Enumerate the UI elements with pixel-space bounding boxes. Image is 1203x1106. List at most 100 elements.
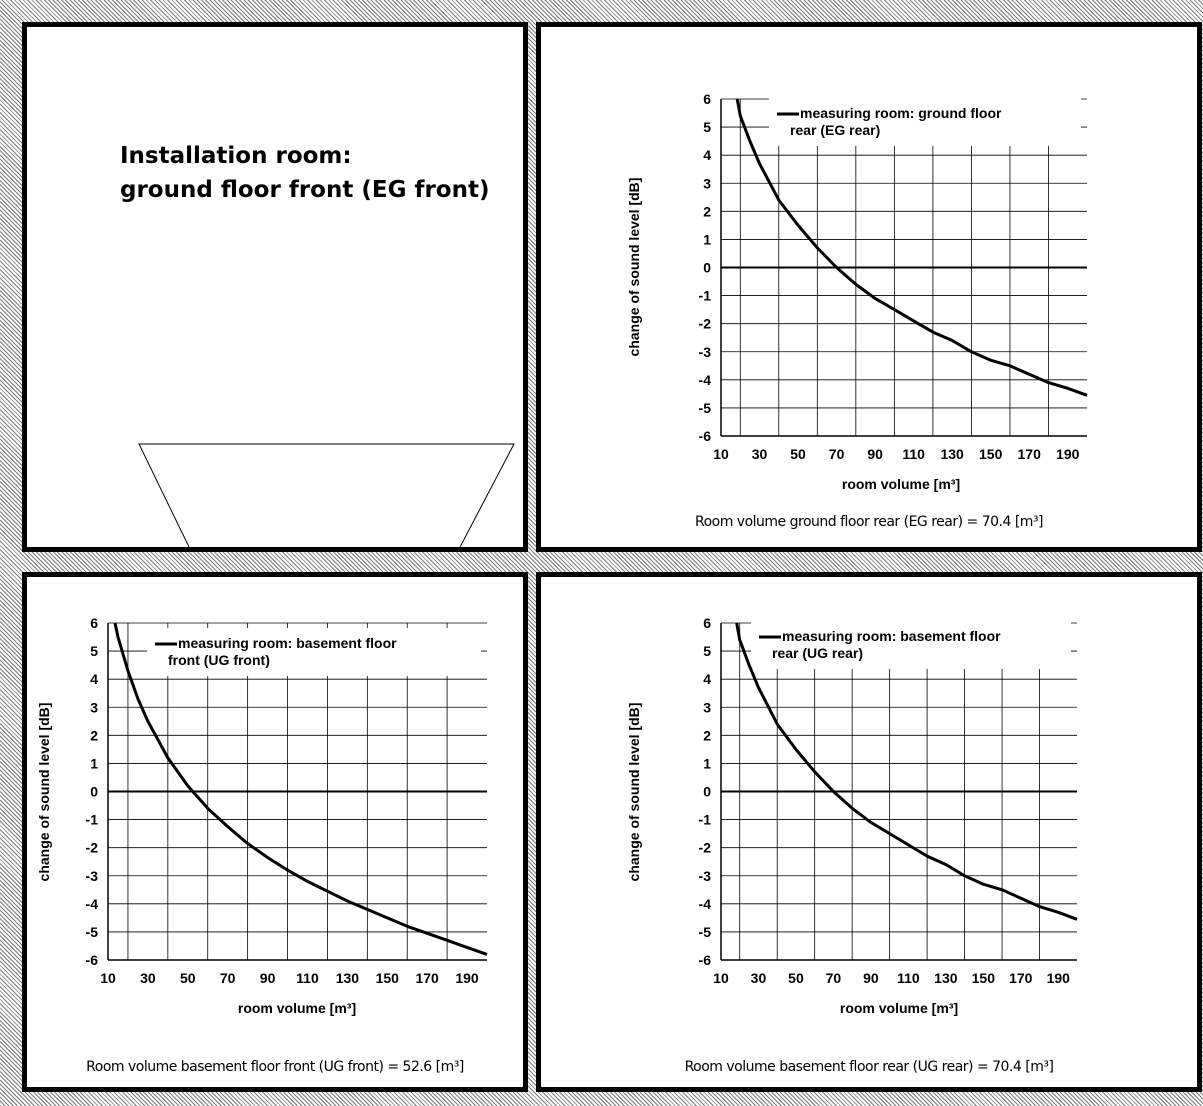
y-tick-label: -4	[699, 896, 712, 912]
y-tick-label: -6	[699, 428, 712, 444]
legend-label-line-2: rear (EG rear)	[790, 122, 880, 138]
legend-label-line-2: front (UG front)	[168, 652, 270, 668]
y-tick-label: -4	[699, 372, 712, 388]
x-tick-label: 90	[260, 970, 276, 986]
x-tick-label: 170	[1018, 446, 1042, 462]
x-tick-label: 110	[296, 970, 319, 986]
legend-box	[147, 628, 481, 676]
y-tick-label: 4	[703, 147, 711, 163]
chart-caption-ug-front: Room volume basement floor front (UG fro…	[86, 1059, 464, 1075]
x-tick-label: 110	[902, 446, 925, 462]
y-tick-label: -2	[699, 840, 712, 856]
y-tick-label: 6	[703, 91, 711, 107]
x-tick-label: 130	[940, 446, 964, 462]
y-axis-label: change of sound level [dB]	[36, 703, 52, 882]
chart-panel-ug-front: measuring room: basement floor front (UG …	[22, 572, 528, 1092]
x-tick-label: 50	[790, 446, 806, 462]
y-tick-label: -3	[86, 868, 99, 884]
x-tick-label: 170	[1009, 970, 1033, 986]
legend-label-line-1: measuring room: ground floor	[800, 105, 1002, 121]
x-tick-label: 30	[751, 970, 767, 986]
series-line	[113, 622, 488, 956]
installation-room-title: Installation room: ground floor front (E…	[120, 139, 490, 207]
x-tick-label: 50	[788, 970, 804, 986]
y-tick-label: 1	[703, 231, 711, 247]
y-tick-label: 4	[703, 671, 711, 687]
series-line	[735, 98, 1088, 397]
y-tick-label: 3	[90, 699, 98, 715]
legend-box	[751, 621, 1071, 669]
series-line	[735, 622, 1078, 921]
y-tick-label: 6	[703, 615, 711, 631]
y-tick-label: -2	[699, 316, 712, 332]
y-tick-label: -5	[699, 924, 712, 940]
y-tick-label: 2	[703, 727, 711, 743]
chart-panel-eg-rear: measuring room: ground floor rear (EG rea…	[536, 22, 1202, 552]
x-tick-label: 90	[867, 446, 883, 462]
installation-room-panel: Installation room: ground floor front (E…	[22, 22, 528, 552]
y-axis-label: change of sound level [dB]	[626, 178, 642, 357]
x-tick-label: 130	[934, 970, 958, 986]
y-tick-label: 5	[703, 119, 711, 135]
y-tick-label: 2	[703, 203, 711, 219]
installation-room-title-line1: Installation room:	[120, 143, 352, 169]
x-tick-label: 70	[220, 970, 236, 986]
y-tick-label: 2	[90, 727, 98, 743]
y-tick-label: -1	[699, 288, 712, 304]
x-tick-label: 190	[455, 970, 479, 986]
y-tick-label: 0	[90, 784, 98, 800]
chart-caption-ug-rear: Room volume basement floor rear (UG rear…	[684, 1059, 1054, 1075]
y-tick-label: 1	[703, 755, 711, 771]
legend-label-line-1: measuring room: basement floor	[178, 635, 397, 651]
x-tick-label: 190	[1047, 970, 1071, 986]
y-tick-label: 6	[90, 615, 98, 631]
installation-room-drawing	[138, 443, 515, 547]
y-tick-label: -2	[86, 840, 99, 856]
y-tick-label: -4	[86, 896, 99, 912]
installation-room-outline	[138, 443, 515, 547]
x-axis-label: room volume [m³]	[840, 1000, 958, 1016]
y-tick-label: -6	[699, 952, 712, 968]
y-tick-label: 5	[90, 643, 98, 659]
x-axis-label: room volume [m³]	[842, 476, 960, 492]
chart-panel-ug-rear: measuring room: basement floor rear (UG r…	[536, 572, 1202, 1092]
y-tick-label: 3	[703, 699, 711, 715]
y-tick-label: 1	[90, 755, 98, 771]
y-tick-label: -1	[699, 812, 712, 828]
x-tick-label: 150	[972, 970, 996, 986]
x-tick-label: 170	[415, 970, 439, 986]
y-tick-label: -1	[86, 812, 99, 828]
installation-room-title-line2: ground floor front (EG front)	[120, 177, 490, 203]
legend-label-line-1: measuring room: basement floor	[782, 628, 1001, 644]
y-tick-label: 5	[703, 643, 711, 659]
x-tick-label: 30	[752, 446, 768, 462]
y-tick-label: -3	[699, 344, 712, 360]
x-tick-label: 10	[100, 970, 116, 986]
y-tick-label: -3	[699, 868, 712, 884]
chart-caption-eg-rear: Room volume ground floor rear (EG rear) …	[694, 514, 1044, 530]
x-tick-label: 70	[829, 446, 845, 462]
y-axis-label: change of sound level [dB]	[626, 703, 642, 882]
legend-label-line-2: rear (UG rear)	[772, 645, 863, 661]
x-tick-label: 10	[713, 970, 729, 986]
y-tick-label: -5	[699, 400, 712, 416]
x-tick-label: 10	[713, 446, 729, 462]
y-tick-label: -6	[86, 952, 99, 968]
y-tick-label: 0	[703, 784, 711, 800]
y-tick-label: 4	[90, 671, 98, 687]
y-tick-label: -5	[86, 924, 99, 940]
x-axis-label: room volume [m³]	[238, 1000, 356, 1016]
x-tick-label: 70	[826, 970, 842, 986]
y-tick-label: 3	[703, 175, 711, 191]
legend-box	[769, 98, 1081, 146]
x-tick-label: 150	[376, 970, 400, 986]
x-tick-label: 130	[336, 970, 360, 986]
x-tick-label: 50	[180, 970, 196, 986]
y-tick-label: 0	[703, 260, 711, 276]
